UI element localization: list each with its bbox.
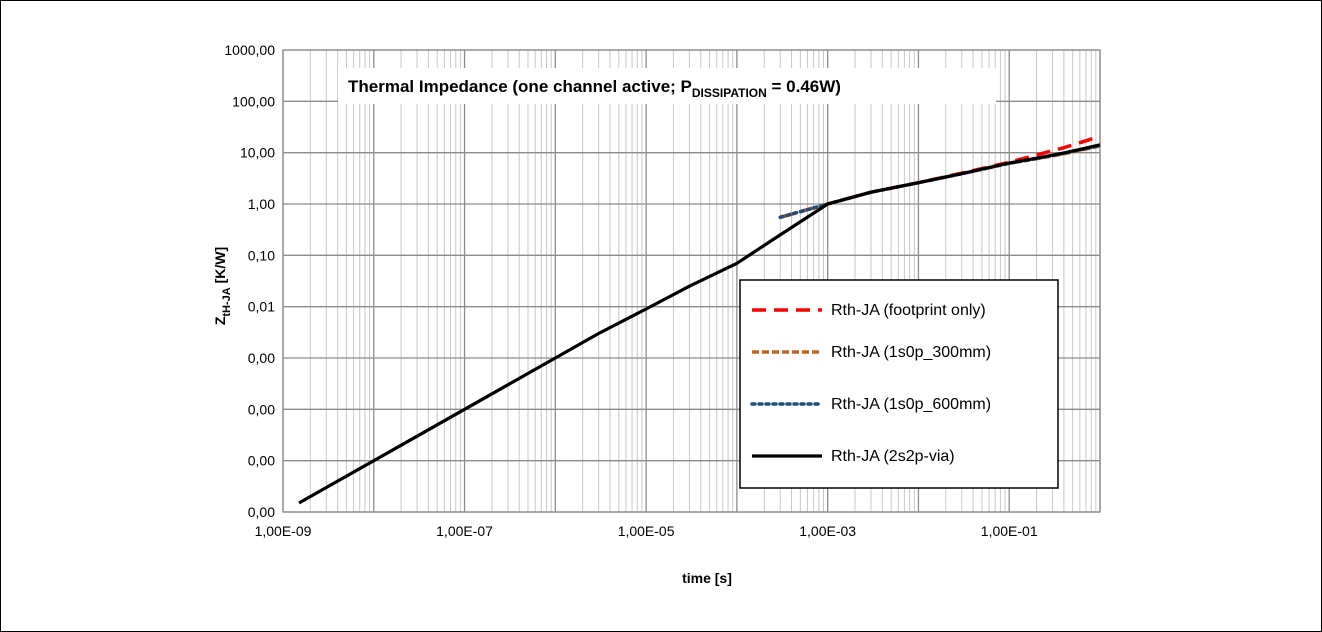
plot-border [282, 49, 1101, 513]
y-tick-label: 1000,00 [224, 42, 275, 58]
x-tick-label: 1,00E-01 [981, 523, 1038, 539]
x-axis-title: time [s] [682, 570, 732, 586]
legend-label-1: Rth-JA (footprint only) [831, 302, 986, 319]
y-tick-label: 1,00 [248, 196, 275, 212]
legend-label-4: Rth-JA (2s2p-via) [831, 448, 955, 465]
legend-label-2: Rth-JA (1s0p_300mm) [831, 344, 991, 361]
x-tick-labels: 1,00E-09 1,00E-07 1,00E-05 1,00E-03 1,00E-01 [255, 523, 1038, 539]
legend: Rth-JA (footprint only) Rth-JA (1s0p_300m… [739, 279, 1059, 489]
x-tick-label: 1,00E-09 [255, 523, 312, 539]
y-axis-title: ZtH-JA [K/W] [212, 247, 233, 325]
y-tick-label: 100,00 [232, 93, 275, 109]
y-tick-label: 0,00 [248, 504, 275, 520]
y-tick-labels: 1000,00 100,00 10,00 1,00 0,10 0,01 0,00 0,00 0,… [224, 42, 275, 520]
y-tick-label: 0,00 [248, 350, 275, 366]
x-tick-label: 1,00E-07 [436, 523, 493, 539]
series-line-4 [298, 143, 1101, 505]
series-layer [298, 134, 1102, 505]
y-tick-label: 0,10 [248, 247, 275, 263]
y-tick-label: 0,00 [248, 401, 275, 417]
x-tick-label: 1,00E-05 [618, 523, 675, 539]
chart-title: Thermal Impedance (one channel active; P… [348, 77, 841, 100]
y-tick-label: 0,00 [248, 453, 275, 469]
y-tick-label: 10,00 [240, 145, 275, 161]
y-tick-label: 0,01 [248, 299, 275, 315]
chart-title-box: Thermal Impedance (one channel active; P… [338, 68, 996, 104]
x-tick-label: 1,00E-03 [799, 523, 856, 539]
legend-box [739, 279, 1059, 489]
legend-label-3: Rth-JA (1s0p_600mm) [831, 396, 991, 413]
